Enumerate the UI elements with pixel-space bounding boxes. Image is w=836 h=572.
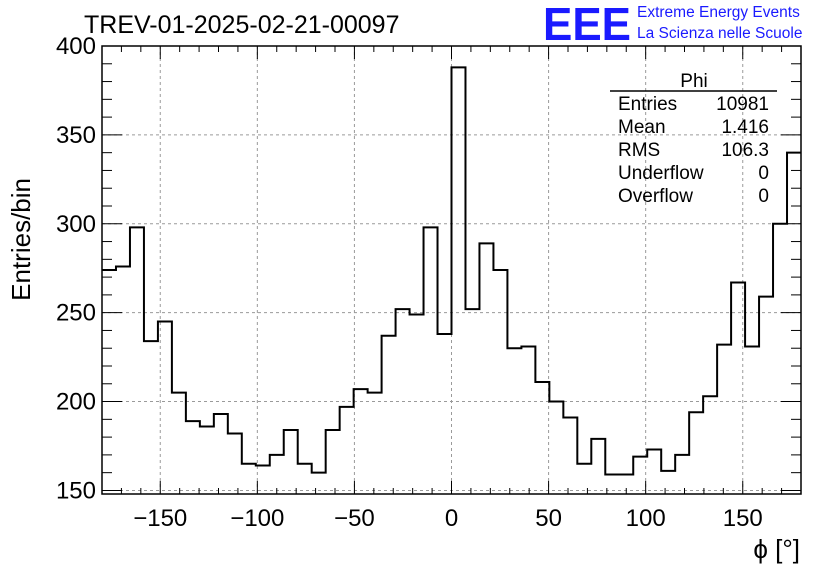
histogram-bin bbox=[298, 464, 312, 494]
histogram-bin bbox=[493, 270, 507, 494]
histogram-bin bbox=[382, 336, 396, 494]
histogram-bin bbox=[452, 67, 466, 494]
histogram-bin bbox=[242, 464, 256, 494]
histogram-bin bbox=[228, 434, 242, 494]
histogram-bin bbox=[731, 282, 745, 494]
histogram-bin bbox=[340, 407, 354, 494]
y-tick-labels: 150 200 250 300 350 400 bbox=[56, 33, 96, 504]
histogram-bin bbox=[396, 309, 410, 494]
histogram-bin bbox=[438, 334, 452, 494]
histogram-bin bbox=[563, 418, 577, 494]
x-axis-label: ϕ [°] bbox=[753, 534, 800, 564]
stats-value-entries: 10981 bbox=[716, 94, 769, 115]
y-tick-label: 200 bbox=[56, 389, 96, 416]
histogram-bin bbox=[102, 270, 116, 494]
histogram-bin bbox=[270, 455, 284, 494]
histogram-bin bbox=[745, 346, 759, 494]
stats-label-overflow: Overflow bbox=[618, 186, 693, 207]
stats-label-entries: Entries bbox=[618, 94, 677, 115]
y-tick-label: 300 bbox=[56, 211, 96, 238]
stats-value-mean: 1.416 bbox=[721, 117, 769, 138]
axis-ticks bbox=[102, 45, 801, 494]
stats-label-rms: RMS bbox=[618, 140, 660, 161]
stats-value-rms: 106.3 bbox=[721, 140, 769, 161]
x-tick-label: −150 bbox=[133, 505, 187, 532]
histogram-bin bbox=[507, 348, 521, 494]
stats-value-underflow: 0 bbox=[758, 163, 769, 184]
histogram-bin bbox=[577, 464, 591, 494]
histogram-bin bbox=[479, 243, 493, 494]
y-tick-label: 400 bbox=[56, 33, 96, 60]
stats-box: Phi Entries 10981 Mean 1.416 RMS 106.3 U… bbox=[610, 71, 777, 207]
y-tick-label: 350 bbox=[56, 122, 96, 149]
x-tick-label: 0 bbox=[445, 505, 458, 532]
histogram-bin bbox=[787, 153, 801, 494]
y-tick-label: 150 bbox=[56, 477, 96, 504]
histogram-bin bbox=[158, 322, 172, 494]
histogram-bin bbox=[619, 474, 633, 494]
logo-mark: EEE bbox=[543, 0, 631, 50]
histogram-bin bbox=[326, 430, 340, 494]
y-axis-label: Entries/bin bbox=[6, 178, 36, 301]
histogram-bin bbox=[717, 345, 731, 494]
x-tick-label: 100 bbox=[626, 505, 666, 532]
histogram-bin bbox=[368, 393, 382, 494]
x-tick-labels: −150 −100 −50 0 50 100 150 bbox=[133, 505, 763, 532]
logo-line-2: La Scienza nelle Scuole bbox=[637, 25, 802, 42]
histogram-bin bbox=[172, 393, 186, 494]
chart-title: TREV-01-2025-02-21-00097 bbox=[84, 11, 399, 39]
histogram-bin bbox=[647, 450, 661, 494]
histogram-bin bbox=[591, 439, 605, 494]
eee-logo: EEE Extreme Energy Events La Scienza nel… bbox=[543, 0, 802, 50]
histogram-bin bbox=[465, 309, 479, 494]
stats-label-mean: Mean bbox=[618, 117, 666, 138]
histogram-bin bbox=[130, 227, 144, 494]
histogram-bin bbox=[186, 421, 200, 494]
histogram-bin bbox=[535, 382, 549, 494]
histogram-bin bbox=[661, 471, 675, 494]
histogram-bin bbox=[354, 389, 368, 494]
y-tick-label: 250 bbox=[56, 300, 96, 327]
histogram-bin bbox=[410, 314, 424, 494]
histogram-bin bbox=[689, 412, 703, 494]
histogram-bin bbox=[759, 297, 773, 494]
stats-label-underflow: Underflow bbox=[618, 163, 704, 184]
histogram-bins bbox=[102, 67, 801, 494]
histogram-bin bbox=[116, 266, 130, 494]
histogram-bin bbox=[773, 224, 787, 494]
x-tick-label: 50 bbox=[535, 505, 562, 532]
histogram-outline bbox=[102, 66, 801, 476]
histogram-bin bbox=[284, 430, 298, 494]
histogram-bin bbox=[521, 346, 535, 494]
histogram-bin bbox=[703, 396, 717, 494]
x-tick-label: 150 bbox=[723, 505, 763, 532]
histogram-bin bbox=[605, 474, 619, 494]
stats-value-overflow: 0 bbox=[758, 186, 769, 207]
histogram-bin bbox=[144, 341, 158, 494]
histogram-bin bbox=[200, 426, 214, 494]
logo-line-1: Extreme Energy Events bbox=[637, 4, 800, 21]
histogram-bin bbox=[633, 457, 647, 494]
histogram-bin bbox=[675, 455, 689, 494]
histogram-bin bbox=[549, 402, 563, 494]
histogram-bin bbox=[312, 473, 326, 494]
histogram-bin bbox=[256, 466, 270, 494]
stats-title: Phi bbox=[680, 71, 707, 92]
x-tick-label: −100 bbox=[230, 505, 284, 532]
histogram-bin bbox=[424, 227, 438, 494]
x-tick-label: −50 bbox=[334, 505, 375, 532]
histogram-bin bbox=[214, 414, 228, 494]
